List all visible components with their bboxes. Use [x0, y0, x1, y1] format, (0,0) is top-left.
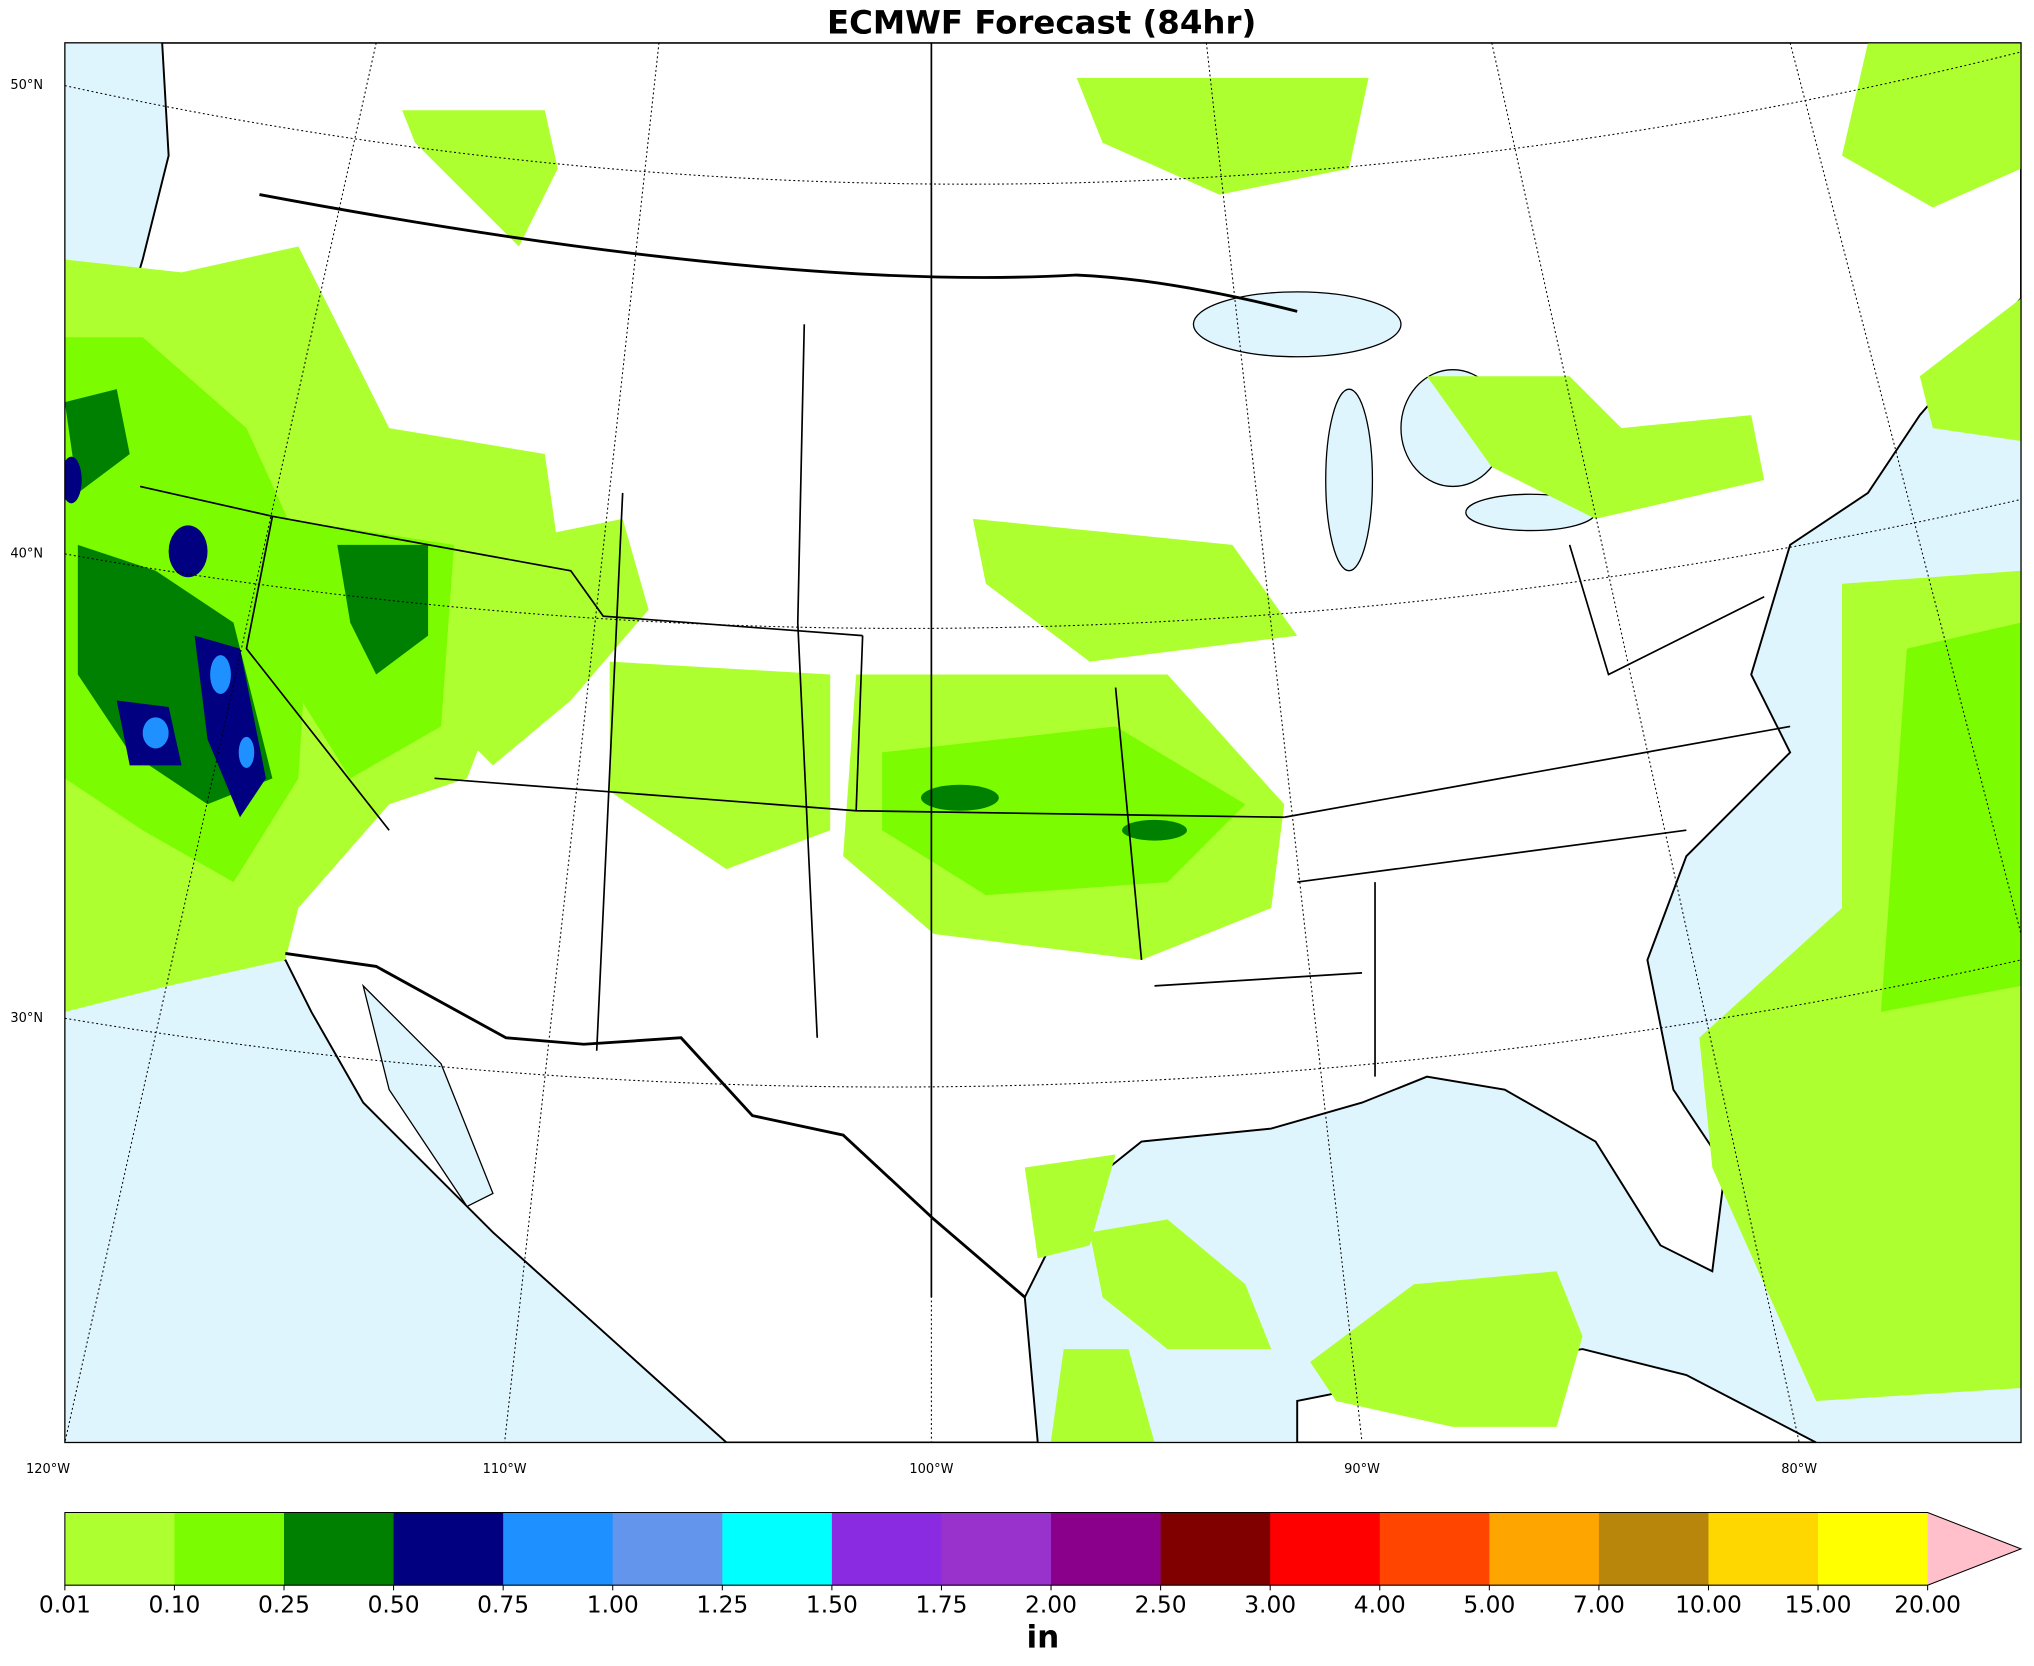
colorbar-segment	[1598, 1512, 1709, 1586]
precip-0.75	[142, 655, 255, 768]
colorbar-tick-label: 2.50	[1135, 1590, 1187, 1618]
colorbar-segment	[722, 1512, 833, 1586]
colorbar-tick-label: 4.00	[1354, 1590, 1406, 1618]
axis-labels: 50°N 40°N 30°N 120°W 110°W 100°W 90°W 80°W	[10, 78, 1817, 1477]
colorbar-tick-label: 10.00	[1675, 1590, 1742, 1618]
colorbar-tick-label: 7.00	[1573, 1590, 1625, 1618]
colorbar-tick-label: 0.25	[258, 1590, 310, 1618]
colorbar-segment	[64, 1512, 175, 1586]
map-frame	[64, 42, 2022, 1444]
colorbar-unit: in	[1027, 1619, 1060, 1655]
colorbar-segment	[1379, 1512, 1490, 1586]
lon-label: 100°W	[909, 1462, 953, 1477]
lat-label: 30°N	[10, 1011, 43, 1026]
colorbar-segment	[1489, 1512, 1600, 1586]
lon-label: 80°W	[1781, 1462, 1817, 1477]
lat-label: 50°N	[10, 78, 43, 93]
colorbar-segment	[284, 1512, 394, 1586]
colorbar-segment	[393, 1512, 504, 1586]
colorbar-segment	[174, 1512, 285, 1586]
colorbar-segment	[1160, 1512, 1271, 1586]
colorbar-segment	[503, 1512, 614, 1586]
colorbar-segment	[941, 1512, 1052, 1586]
lat-label: 40°N	[10, 546, 43, 561]
colorbar-tick-label: 0.75	[477, 1590, 529, 1618]
colorbar-tick-label: 1.25	[696, 1590, 748, 1618]
colorbar-tick-label: 1.50	[806, 1590, 858, 1618]
colorbar-segment	[1818, 1512, 1929, 1586]
colorbar-tick-label: 3.00	[1244, 1590, 1296, 1618]
colorbar-outline	[64, 1512, 2023, 1586]
colorbar-tick-label: 1.75	[915, 1590, 967, 1618]
colorbar-segment	[1051, 1512, 1161, 1586]
lon-label: 90°W	[1344, 1462, 1380, 1477]
graticule	[64, 42, 2022, 1443]
lon-label: 120°W	[26, 1462, 70, 1477]
colorbar-tick-label: 20.00	[1894, 1590, 1961, 1618]
colorbar-tick-label: 1.00	[587, 1590, 639, 1618]
lon-label: 110°W	[483, 1462, 527, 1477]
colorbar-segment	[612, 1512, 723, 1586]
colorbar-segment	[1708, 1512, 1819, 1586]
colorbar-tick-label: 0.50	[368, 1590, 420, 1618]
colorbar-tick-label: 0.10	[148, 1590, 200, 1618]
colorbar-tick-label: 5.00	[1463, 1590, 1515, 1618]
colorbar-extend	[1927, 1512, 2022, 1586]
colorbar-tick-label: 2.00	[1025, 1590, 1077, 1618]
gulf-of-california	[362, 983, 494, 1208]
map	[64, 42, 2022, 1443]
colorbar-segment	[831, 1512, 942, 1586]
map-title: ECMWF Forecast (84hr)	[827, 4, 1256, 42]
colorbar-tick-label: 15.00	[1785, 1590, 1852, 1618]
colorbar-segment	[1270, 1512, 1381, 1586]
colorbar-tick-label: 0.01	[39, 1590, 91, 1618]
colorbar: 0.01 0.10 0.25 0.50 0.75 1.00 1.25 1.50 1.75 2.00…	[39, 1512, 2023, 1655]
